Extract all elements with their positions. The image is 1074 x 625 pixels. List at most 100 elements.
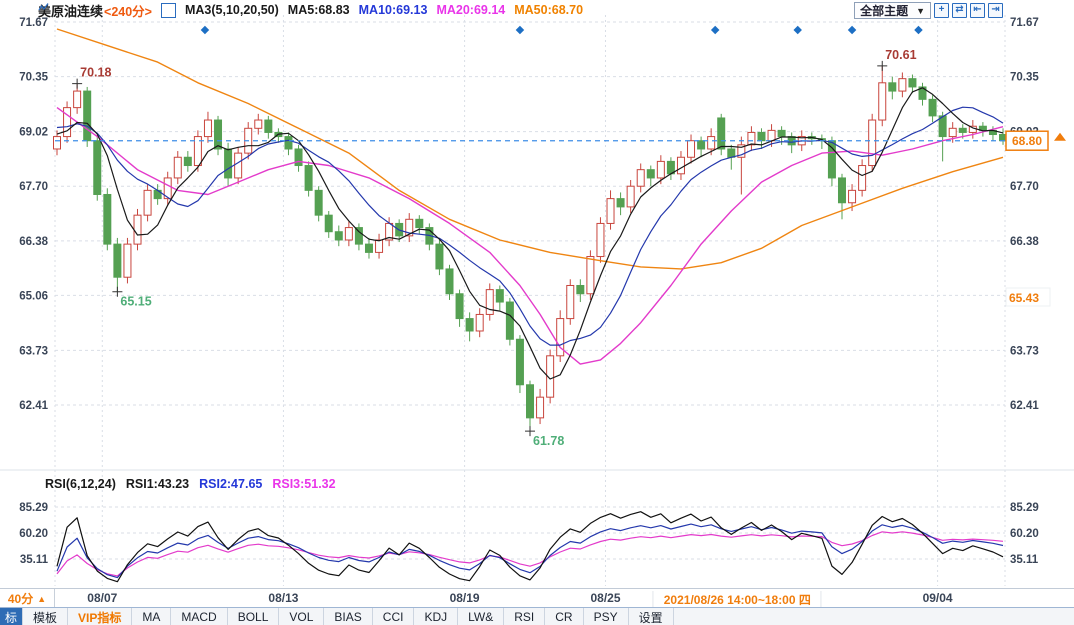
session-range-label: 2021/08/26 14:00~18:00 四 (652, 591, 822, 608)
swing-marker-icon (525, 426, 536, 437)
candle (505, 301, 514, 340)
period-selector[interactable]: 40分 ▲ (0, 589, 55, 608)
event-marker-icon[interactable] (793, 25, 802, 35)
y-axis-label-right: 67.70 (1010, 181, 1039, 193)
candle (737, 144, 746, 158)
indicator-tab-MA[interactable]: MA (132, 608, 172, 625)
y-axis-label-left: 71.67 (19, 17, 48, 29)
indicator-tab-设置[interactable]: 设置 (629, 608, 674, 625)
candle (203, 119, 212, 138)
event-marker-icon[interactable] (710, 25, 720, 35)
chart-type-icon[interactable] (38, 2, 176, 18)
candle (344, 227, 353, 241)
indicator-tab-BOLL[interactable]: BOLL (228, 608, 280, 625)
x-axis-date: 08/07 (87, 591, 118, 605)
candle (687, 140, 696, 158)
candle (586, 256, 595, 295)
y-axis-label-right: 66.38 (1010, 236, 1039, 248)
candle (254, 119, 263, 129)
rsi-axis-label-left: 35.11 (20, 554, 49, 566)
candle (193, 136, 202, 167)
candle (495, 289, 504, 303)
indicator-tab-RSI[interactable]: RSI (504, 608, 546, 625)
candle (234, 152, 243, 179)
candle (566, 284, 575, 320)
candle (717, 117, 726, 150)
swing-high-label: 70.61 (885, 48, 916, 62)
indicator-tab-标[interactable]: 标 (0, 608, 24, 625)
candle (294, 148, 303, 167)
shift-left-icon[interactable]: ⇤ (970, 3, 985, 18)
candle (646, 169, 655, 179)
rsi-header: RSI(6,12,24) RSI1:43.23 RSI2:47.65 RSI3:… (45, 477, 336, 491)
indicator-tab-BIAS[interactable]: BIAS (324, 608, 373, 625)
theme-dropdown[interactable]: 全部主题 ▼ (854, 2, 931, 19)
indicator-tab-VOL[interactable]: VOL (279, 608, 325, 625)
candle (868, 119, 877, 167)
candle (606, 198, 615, 224)
ma50-value: MA50:68.70 (514, 3, 584, 17)
pan-icon[interactable]: + (934, 3, 949, 18)
candle (455, 293, 464, 320)
candle (83, 90, 92, 142)
y-axis-label-right: 70.35 (1010, 72, 1039, 84)
indicator-tab-MACD[interactable]: MACD (171, 608, 228, 625)
candle (938, 115, 947, 138)
candle (918, 86, 927, 100)
swing-marker-icon (72, 78, 83, 89)
candle (626, 185, 635, 208)
event-marker-icon[interactable] (200, 25, 210, 35)
extra-price-label-box (1005, 287, 1051, 307)
candle (878, 82, 887, 121)
rsi-axis-label-right: 35.11 (1010, 554, 1039, 566)
shift-right-icon[interactable]: ⇥ (988, 3, 1003, 18)
candle (777, 129, 786, 138)
candlestick-series (53, 65, 1008, 432)
fit-range-icon[interactable]: ⇄ (952, 3, 967, 18)
indicator-tab-KDJ[interactable]: KDJ (414, 608, 459, 625)
x-axis-date: 09/04 (922, 591, 953, 605)
x-axis-row: 40分 ▲ 08/07 08/13 08/19 08/25 09/04 2021/08/2… (0, 588, 1074, 608)
swing-marker-icon (877, 60, 888, 71)
candle (526, 384, 535, 419)
candle (445, 268, 454, 295)
indicator-tab-LW&[interactable]: LW& (458, 608, 505, 625)
indicator-tab-VIP指标[interactable]: VIP指标 (68, 608, 133, 625)
candle (958, 127, 967, 133)
candle (536, 396, 545, 419)
candle (375, 239, 384, 253)
event-marker-icon[interactable] (847, 25, 857, 35)
rsi-axis-label-right: 85.29 (1010, 502, 1039, 514)
candle (948, 127, 957, 138)
y-axis-label-right: 71.67 (1010, 17, 1039, 29)
triangle-up-icon: ▲ (37, 593, 47, 604)
timeframe-label: <240分> (104, 4, 152, 19)
event-marker-icon[interactable] (515, 25, 525, 35)
indicator-tab-CCI[interactable]: CCI (373, 608, 415, 625)
candle (415, 218, 424, 229)
indicator-tab-模板[interactable]: 模板 (23, 608, 69, 625)
price-up-arrow-icon (1054, 132, 1066, 141)
event-marker-icon[interactable] (914, 25, 923, 35)
extra-price-label: 65.43 (1009, 291, 1039, 305)
candle (53, 136, 61, 150)
ma50-line (56, 28, 1004, 270)
candle (334, 231, 343, 241)
indicator-tab-CR[interactable]: CR (545, 608, 584, 625)
candle (928, 98, 937, 117)
y-axis-label-left: 70.35 (19, 72, 48, 84)
candle (324, 214, 333, 233)
rsi-axis-label-left: 85.29 (19, 502, 48, 514)
swing-high-label: 70.18 (80, 66, 111, 80)
candle (284, 136, 293, 150)
indicator-tab-PSY[interactable]: PSY (584, 608, 629, 625)
candle (908, 78, 917, 88)
candle (123, 243, 132, 278)
candle (767, 129, 776, 142)
candle (616, 198, 625, 208)
rsi-settings-label: RSI(6,12,24) (45, 477, 116, 491)
candle (133, 214, 142, 245)
y-axis-label-left: 63.73 (19, 345, 48, 357)
candle (697, 140, 706, 150)
